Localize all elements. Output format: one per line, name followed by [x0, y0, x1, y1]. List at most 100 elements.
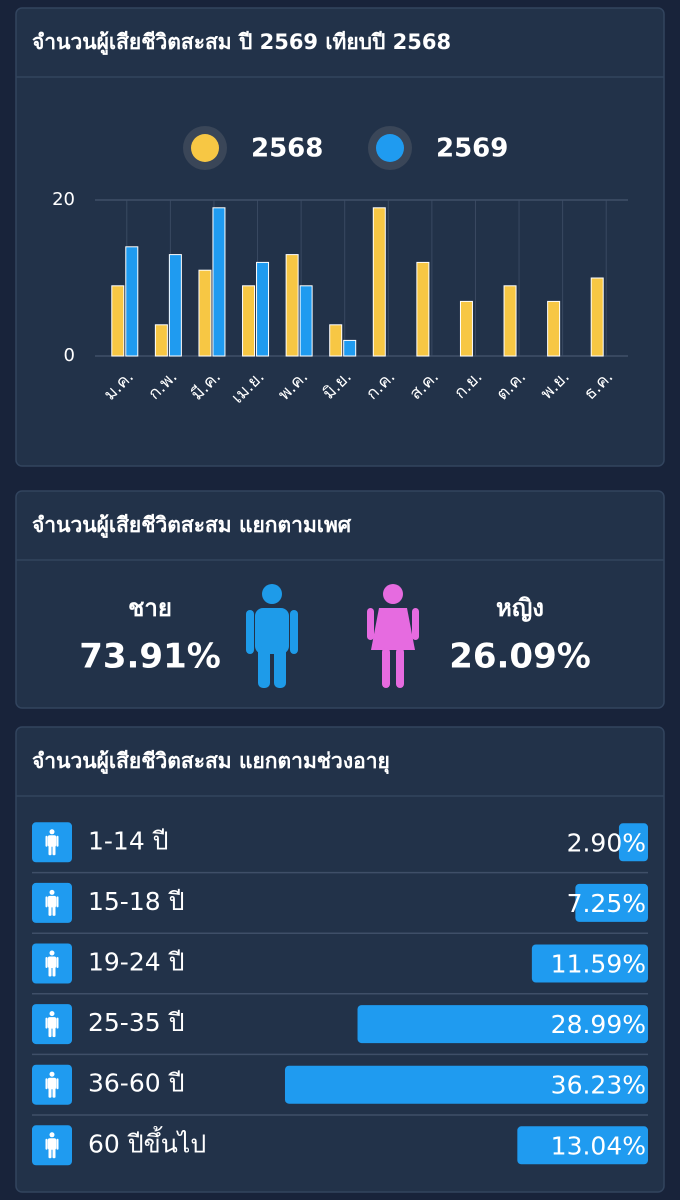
gender-label: ชาย	[128, 594, 172, 622]
bar	[284, 1065, 648, 1104]
icon-leg	[48, 1087, 52, 1098]
icon-body	[371, 608, 415, 650]
icon-arm	[246, 610, 254, 654]
panel-title: จำนวนผู้เสียชีวิตสะสม ปี 2569 เทียบปี 25…	[32, 30, 451, 56]
panel-gender	[15, 490, 665, 709]
male-icon	[45, 1071, 59, 1098]
icon-arm	[56, 1138, 59, 1150]
bar	[517, 1126, 648, 1165]
icon-head	[262, 584, 282, 604]
age-label: 60 ปีขึ้นไป	[88, 1125, 206, 1158]
icon-leg	[52, 1147, 56, 1159]
bar	[357, 1005, 648, 1044]
bar	[329, 324, 343, 357]
bar	[256, 261, 270, 357]
age-label: 19-24 ปี	[88, 948, 184, 977]
legend-label: 2569	[436, 134, 508, 164]
icon-arm	[45, 1078, 48, 1090]
icon-leg	[48, 1026, 52, 1038]
value-label: 7.25%	[567, 889, 646, 918]
icon-leg	[48, 844, 52, 856]
age-label: 25-35 ปี	[88, 1008, 184, 1037]
bar	[299, 285, 313, 357]
icon-head	[49, 889, 55, 895]
icon-leg	[48, 966, 52, 977]
icon-head	[49, 1132, 55, 1138]
value-label: 11.59%	[551, 950, 646, 979]
icon-leg	[48, 905, 52, 916]
gender-label: หญิง	[496, 594, 544, 622]
bar	[168, 254, 182, 357]
icon-body	[47, 1138, 57, 1150]
icon-arm	[45, 957, 48, 968]
icon-head	[49, 1011, 55, 1017]
bar	[503, 285, 517, 357]
age-label: 36-60 ปี	[88, 1069, 184, 1098]
panel-title: จำนวนผู้เสียชีวิตสะสม แยกตามเพศ	[32, 513, 352, 539]
legend-label: 2568	[251, 134, 323, 164]
bar	[618, 823, 648, 862]
icon-arm	[290, 610, 298, 654]
bar	[343, 339, 357, 357]
icon-arm	[56, 896, 59, 908]
male-icon	[45, 950, 59, 977]
female-icon	[367, 584, 419, 688]
icon-arm	[56, 1017, 59, 1029]
icon-body	[255, 608, 289, 654]
icon-arm	[412, 608, 419, 640]
age-label: 15-18 ปี	[88, 887, 184, 916]
value-label: 2.90%	[567, 828, 646, 857]
icon-arm	[56, 1078, 59, 1090]
icon-arm	[56, 835, 59, 847]
legend-swatch	[376, 134, 404, 162]
icon-leg	[52, 905, 56, 916]
icon-leg	[274, 646, 286, 688]
y-tick-label: 20	[52, 189, 75, 210]
bar	[372, 207, 386, 357]
bar	[575, 883, 648, 922]
gender-percent: 73.91%	[79, 637, 221, 677]
bar	[242, 285, 256, 357]
icon-arm	[45, 835, 48, 847]
value-label: 36.23%	[551, 1071, 646, 1100]
icon-arm	[45, 1138, 48, 1150]
male-icon	[45, 829, 59, 856]
icon-leg	[48, 1147, 52, 1159]
icon-head	[49, 950, 55, 956]
icon-leg	[52, 844, 56, 856]
value-label: 13.04%	[551, 1131, 646, 1160]
bar	[125, 246, 139, 357]
icon-leg	[52, 1026, 56, 1038]
age-label: 1-14 ปี	[88, 826, 169, 855]
icon-body	[47, 956, 57, 968]
icon-body	[47, 1017, 57, 1029]
icon-arm	[45, 1017, 48, 1029]
male-icon	[45, 889, 59, 916]
male-icon	[45, 1132, 59, 1159]
y-tick-label: 0	[64, 345, 75, 366]
gender-percent: 26.09%	[449, 637, 591, 677]
panel-title: จำนวนผู้เสียชีวิตสะสม แยกตามช่วงอายุ	[32, 749, 390, 775]
icon-leg	[52, 966, 56, 977]
icon-body	[47, 835, 57, 847]
bar	[212, 207, 226, 357]
male-icon	[45, 1011, 59, 1038]
icon-arm	[45, 896, 48, 908]
icon-leg	[258, 646, 270, 688]
icon-head	[49, 1071, 55, 1077]
icon-body	[47, 895, 57, 908]
icon-leg	[396, 648, 404, 688]
bar	[285, 254, 299, 357]
icon-arm	[367, 608, 374, 640]
value-label: 28.99%	[551, 1010, 646, 1039]
bar	[459, 300, 473, 357]
bar	[547, 300, 561, 357]
bar	[531, 944, 648, 983]
icon-head	[383, 584, 403, 604]
bar	[111, 285, 125, 357]
legend-swatch	[191, 134, 219, 162]
male-icon	[246, 584, 298, 688]
bar	[590, 277, 604, 357]
icon-arm	[56, 957, 59, 968]
